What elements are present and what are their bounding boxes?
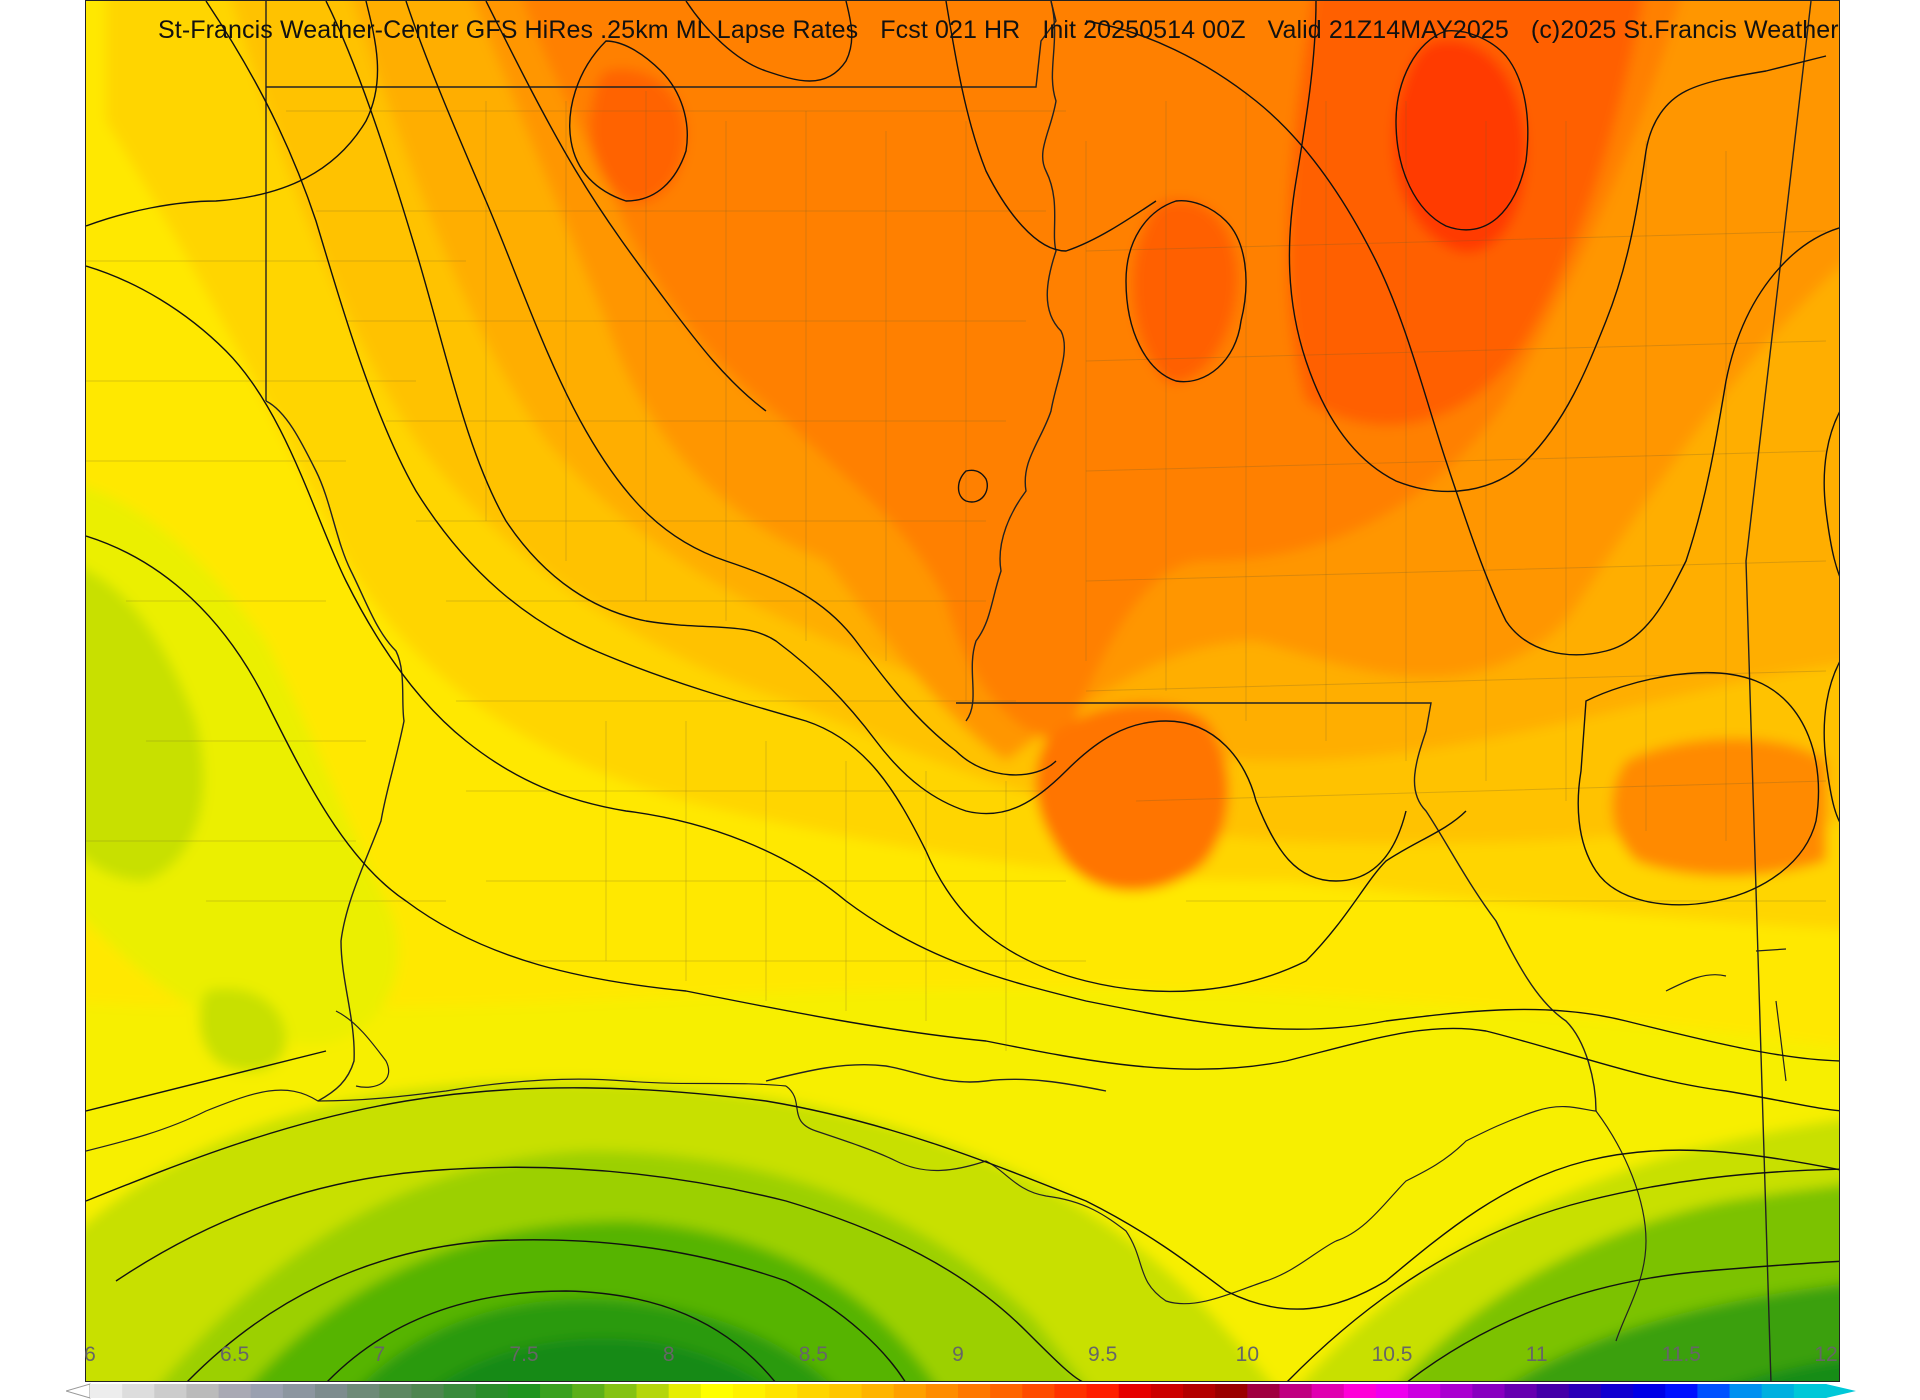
colorbar-swatch — [122, 1384, 155, 1398]
forecast-hour: Fcst 021 HR — [880, 16, 1021, 44]
colorbar-swatch — [1118, 1384, 1152, 1398]
colorbar-swatch — [218, 1384, 252, 1398]
colorbar-swatch — [1150, 1384, 1184, 1398]
colorbar-max-arrow — [1826, 1384, 1856, 1398]
colorbar-tick-label: 9 — [952, 1343, 964, 1366]
colorbar-swatch — [604, 1384, 638, 1398]
colorbar-swatch — [507, 1384, 541, 1398]
colorbar-swatch — [90, 1384, 123, 1398]
colorbar-swatch — [668, 1384, 702, 1398]
colorbar-swatch — [861, 1384, 895, 1398]
colorbar-tick-label: 7 — [373, 1343, 386, 1366]
color-fill — [86, 1, 1839, 1381]
colorbar-swatch — [315, 1384, 348, 1398]
colorbar-tick-label: 12 — [1814, 1343, 1838, 1366]
coastline — [86, 948, 1787, 1342]
colorbar-swatch — [1022, 1384, 1055, 1398]
colorbar-swatch — [925, 1384, 959, 1398]
colorbar-swatch — [250, 1384, 284, 1398]
colorbar-swatch — [1793, 1384, 1827, 1398]
copyright: (c)2025 St.Francis Weather — [1530, 16, 1839, 44]
colorbar-tick-label: 11.5 — [1661, 1343, 1701, 1366]
colorbar-tick-label: 9.5 — [1088, 1343, 1118, 1366]
colorbar-swatch — [411, 1384, 445, 1398]
colorbar-tick-label: 10 — [1235, 1343, 1260, 1366]
colorbar-swatch — [1665, 1384, 1698, 1398]
colorbar-swatch — [829, 1384, 863, 1398]
colorbar-swatch — [1697, 1384, 1731, 1398]
colorbar-swatch — [1279, 1384, 1313, 1398]
colorbar-swatch — [990, 1384, 1023, 1398]
colorbar-swatch — [1729, 1384, 1763, 1398]
lapse-rate-field — [86, 1, 1839, 1381]
colorbar-swatch — [1311, 1384, 1345, 1398]
colorbar-swatch — [1247, 1384, 1280, 1398]
state-borders — [265, 1, 1812, 1381]
colorbar-min-arrow — [66, 1383, 91, 1399]
colorbar-swatch — [1183, 1384, 1216, 1398]
colorbar — [66, 1383, 1856, 1399]
colorbar-swatch — [1343, 1384, 1377, 1398]
colorbar-swatch — [797, 1384, 830, 1398]
colorbar-swatch — [540, 1384, 573, 1398]
colorbar-swatch — [700, 1384, 734, 1398]
colorbar-swatch — [765, 1384, 798, 1398]
colorbar-swatch — [572, 1384, 605, 1398]
colorbar-swatch — [958, 1384, 991, 1398]
colorbar-swatch — [1633, 1384, 1666, 1398]
colorbar-swatch — [1215, 1384, 1248, 1398]
colorbar-swatch — [893, 1384, 927, 1398]
colorbar-tick-label: 7.5 — [509, 1343, 539, 1366]
colorbar-swatch — [1472, 1384, 1506, 1398]
colorbar-swatch — [1054, 1384, 1088, 1398]
init-time: Init 20250514 00Z — [1042, 16, 1246, 44]
map-title: St-Francis Weather-Center GFS HiRes .25k… — [158, 16, 1861, 45]
valid-time: Valid 21Z14MAY2025 — [1267, 16, 1509, 44]
colorbar-tick-label: 8 — [662, 1343, 675, 1366]
weather-map — [85, 0, 1840, 1382]
colorbar-swatch — [1568, 1384, 1602, 1398]
colorbar-tick-label: 11 — [1525, 1343, 1548, 1366]
title-text: St-Francis Weather-Center GFS HiRes .25k… — [158, 16, 859, 44]
colorbar-swatch — [443, 1384, 477, 1398]
colorbar-swatch — [1440, 1384, 1473, 1398]
colorbar-swatch — [636, 1384, 670, 1398]
colorbar-swatch — [1086, 1384, 1120, 1398]
colorbar-swatch — [1375, 1384, 1409, 1398]
colorbar-swatch — [475, 1384, 509, 1398]
colorbar-swatch — [379, 1384, 412, 1398]
colorbar-tick-label: 6 — [84, 1343, 96, 1366]
colorbar-swatch — [186, 1384, 220, 1398]
colorbar-swatch — [154, 1384, 187, 1398]
colorbar-swatch — [1504, 1384, 1538, 1398]
colorbar-swatch — [282, 1384, 316, 1398]
colorbar-swatch — [1761, 1384, 1795, 1398]
colorbar-swatch — [732, 1384, 766, 1398]
colorbar-tick-label: 10.5 — [1371, 1343, 1413, 1366]
contour-lines — [86, 1, 1839, 1381]
colorbar-swatch — [1408, 1384, 1441, 1398]
colorbar-swatch — [347, 1384, 380, 1398]
colorbar-swatch — [1600, 1384, 1634, 1398]
colorbar-tick-label: 6.5 — [220, 1343, 250, 1366]
colorbar-tick-label: 8.5 — [798, 1343, 828, 1366]
colorbar-swatch — [1536, 1384, 1570, 1398]
